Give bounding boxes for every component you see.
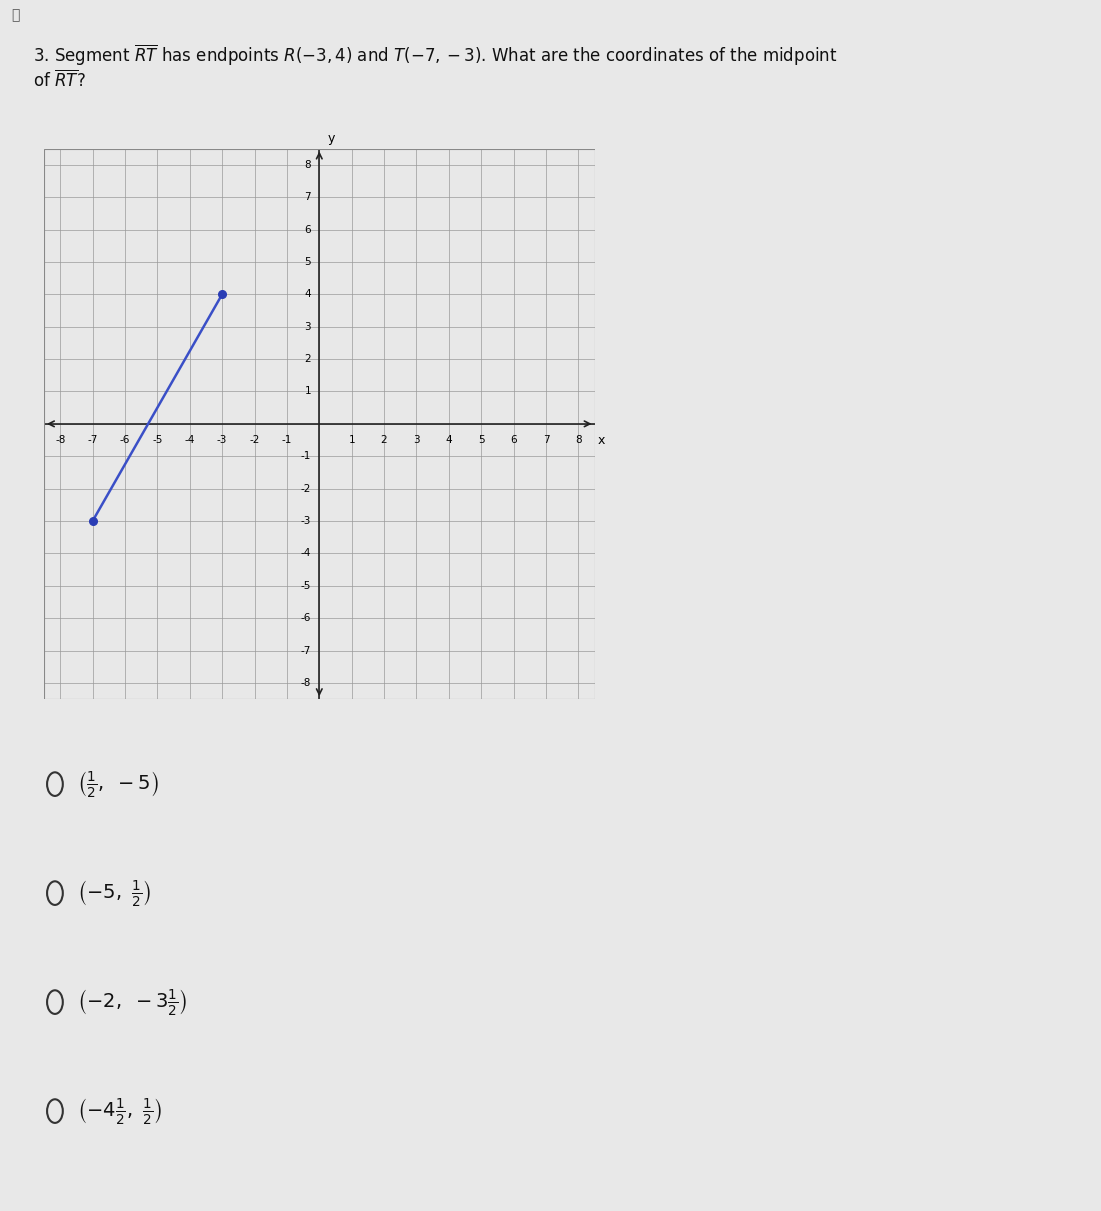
Text: -7: -7 bbox=[301, 645, 312, 655]
Text: 7: 7 bbox=[543, 435, 549, 446]
Text: 3: 3 bbox=[413, 435, 419, 446]
Text: 5: 5 bbox=[305, 257, 312, 266]
Text: 1: 1 bbox=[305, 386, 312, 396]
Text: -5: -5 bbox=[152, 435, 163, 446]
Text: -2: -2 bbox=[249, 435, 260, 446]
Text: $\left(-5,\ \frac{1}{2}\right)$: $\left(-5,\ \frac{1}{2}\right)$ bbox=[77, 878, 152, 908]
Text: 3: 3 bbox=[305, 322, 312, 332]
Text: x: x bbox=[598, 434, 606, 447]
Text: 6: 6 bbox=[510, 435, 516, 446]
Text: y: y bbox=[327, 132, 335, 145]
Text: -3: -3 bbox=[217, 435, 227, 446]
Text: -2: -2 bbox=[301, 483, 312, 494]
Text: 8: 8 bbox=[305, 160, 312, 170]
Text: 1: 1 bbox=[348, 435, 355, 446]
Text: of $\overline{RT}$?: of $\overline{RT}$? bbox=[33, 70, 86, 91]
Text: -8: -8 bbox=[55, 435, 65, 446]
Text: 4: 4 bbox=[446, 435, 453, 446]
Text: -7: -7 bbox=[87, 435, 98, 446]
Text: ⓘ: ⓘ bbox=[11, 8, 20, 23]
Text: $\left(-4\frac{1}{2},\ \frac{1}{2}\right)$: $\left(-4\frac{1}{2},\ \frac{1}{2}\right… bbox=[77, 1096, 163, 1126]
Text: 2: 2 bbox=[305, 354, 312, 365]
Text: 5: 5 bbox=[478, 435, 484, 446]
Text: -1: -1 bbox=[282, 435, 292, 446]
Text: 8: 8 bbox=[575, 435, 581, 446]
Text: $\left(-2,\ -3\frac{1}{2}\right)$: $\left(-2,\ -3\frac{1}{2}\right)$ bbox=[77, 987, 188, 1017]
Text: 3. Segment $\overline{RT}$ has endpoints $R(-3, 4)$ and $T(-7, -3)$. What are th: 3. Segment $\overline{RT}$ has endpoints… bbox=[33, 42, 838, 68]
Text: -4: -4 bbox=[185, 435, 195, 446]
Text: -5: -5 bbox=[301, 581, 312, 591]
Text: -6: -6 bbox=[120, 435, 130, 446]
Text: $\left(\frac{1}{2},\ -5\right)$: $\left(\frac{1}{2},\ -5\right)$ bbox=[77, 769, 160, 799]
Text: -8: -8 bbox=[301, 678, 312, 688]
Text: -4: -4 bbox=[301, 549, 312, 558]
Text: 2: 2 bbox=[381, 435, 388, 446]
Text: 7: 7 bbox=[305, 193, 312, 202]
Text: -6: -6 bbox=[301, 613, 312, 624]
Text: -3: -3 bbox=[301, 516, 312, 526]
Text: 6: 6 bbox=[305, 224, 312, 235]
Text: -1: -1 bbox=[301, 452, 312, 461]
Text: 4: 4 bbox=[305, 289, 312, 299]
